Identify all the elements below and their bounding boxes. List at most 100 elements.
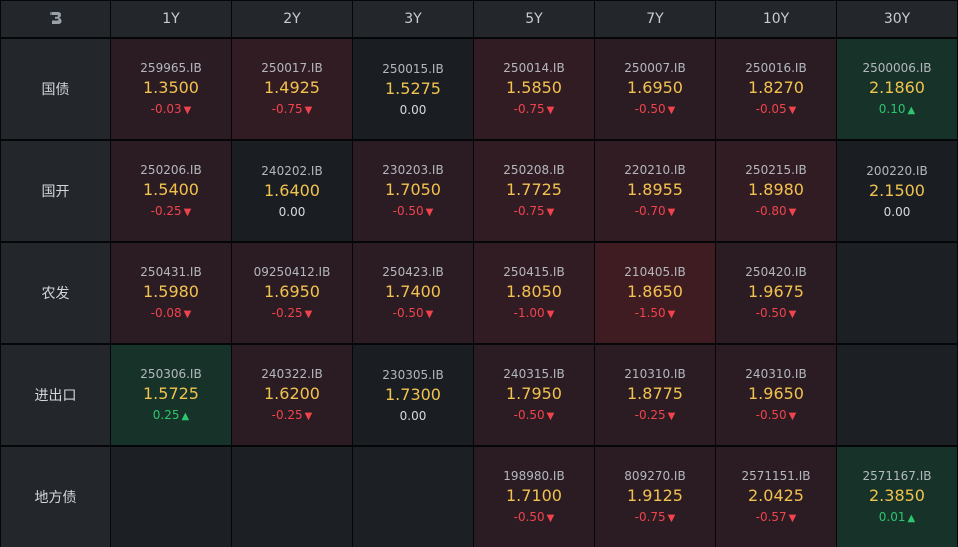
row-label[interactable]: 农发 [1, 243, 110, 343]
bond-code: 809270.IB [624, 469, 686, 483]
column-header-1y[interactable]: 1Y [111, 1, 231, 37]
column-header-10y[interactable]: 10Y [716, 1, 836, 37]
down-arrow-icon: ▼ [788, 207, 797, 218]
bond-cell[interactable]: 250017.IB 1.4925 -0.75 ▼ [232, 39, 352, 139]
rate-change: -0.05 ▼ [756, 100, 797, 120]
down-arrow-icon: ▼ [546, 105, 555, 116]
row-label[interactable]: 进出口 [1, 345, 110, 445]
rate-change: 0.01 ▲ [879, 508, 915, 528]
rate-change: -1.50 ▼ [635, 304, 676, 324]
row-label[interactable]: 地方债 [1, 447, 110, 547]
rate-change-value: -0.50 [755, 408, 787, 422]
corner-logo [1, 1, 110, 37]
bond-cell[interactable]: 259965.IB 1.3500 -0.03 ▼ [111, 39, 231, 139]
down-arrow-icon: ▼ [183, 105, 192, 116]
bond-cell[interactable]: 198980.IB 1.7100 -0.50 ▼ [474, 447, 594, 547]
bond-code: 200220.IB [866, 164, 928, 178]
down-arrow-icon: ▼ [788, 411, 797, 422]
down-arrow-icon: ▼ [304, 309, 313, 320]
rate-change-value: -0.75 [513, 102, 545, 116]
bond-cell[interactable]: 250415.IB 1.8050 -1.00 ▼ [474, 243, 594, 343]
rate-change: 0.00 [400, 101, 427, 119]
bond-cell[interactable]: 240202.IB 1.6400 0.00 [232, 141, 352, 241]
up-arrow-icon: ▲ [907, 513, 916, 524]
bond-code: 240315.IB [503, 367, 565, 381]
bond-rate: 1.9675 [748, 282, 804, 301]
rate-change: -0.75 ▼ [272, 100, 313, 120]
rate-change: -0.50 ▼ [756, 304, 797, 324]
down-arrow-icon: ▼ [546, 207, 555, 218]
bond-cell[interactable]: 2571167.IB 2.3850 0.01 ▲ [837, 447, 957, 547]
column-header-5y[interactable]: 5Y [474, 1, 594, 37]
row-label[interactable]: 国开 [1, 141, 110, 241]
bond-code: 250007.IB [624, 61, 686, 75]
rate-change-value: 0.10 [878, 102, 906, 116]
bond-code: 2571151.IB [741, 469, 811, 483]
column-header-2y[interactable]: 2Y [232, 1, 352, 37]
bond-cell[interactable]: 210310.IB 1.8775 -0.25 ▼ [595, 345, 715, 445]
bond-cell[interactable]: 220210.IB 1.8955 -0.70 ▼ [595, 141, 715, 241]
bond-code: 230305.IB [382, 368, 444, 382]
bond-cell[interactable]: 250014.IB 1.5850 -0.75 ▼ [474, 39, 594, 139]
rate-change: -0.50 ▼ [635, 100, 676, 120]
bond-code: 250015.IB [382, 62, 444, 76]
bond-cell[interactable]: 250306.IB 1.5725 0.25 ▲ [111, 345, 231, 445]
rate-change: -0.57 ▼ [756, 508, 797, 528]
bond-cell[interactable]: 250420.IB 1.9675 -0.50 ▼ [716, 243, 836, 343]
column-header-30y[interactable]: 30Y [837, 1, 957, 37]
bond-cell[interactable]: 240310.IB 1.9650 -0.50 ▼ [716, 345, 836, 445]
bond-cell[interactable]: 200220.IB 2.1500 0.00 [837, 141, 957, 241]
column-header-7y[interactable]: 7Y [595, 1, 715, 37]
bond-cell[interactable]: 250015.IB 1.5275 0.00 [353, 39, 473, 139]
bond-cell[interactable]: 230203.IB 1.7050 -0.50 ▼ [353, 141, 473, 241]
empty-cell [111, 447, 231, 547]
empty-cell [837, 345, 957, 445]
rate-change: -1.00 ▼ [514, 304, 555, 324]
down-arrow-icon: ▼ [788, 105, 797, 116]
bond-cell[interactable]: 240315.IB 1.7950 -0.50 ▼ [474, 345, 594, 445]
bond-code: 250208.IB [503, 163, 565, 177]
bond-code: 250423.IB [382, 265, 444, 279]
bond-code: 250415.IB [503, 265, 565, 279]
column-header-3y[interactable]: 3Y [353, 1, 473, 37]
bond-cell[interactable]: 250016.IB 1.8270 -0.05 ▼ [716, 39, 836, 139]
down-arrow-icon: ▼ [546, 309, 555, 320]
bond-cell[interactable]: 250431.IB 1.5980 -0.08 ▼ [111, 243, 231, 343]
bond-cell[interactable]: 210405.IB 1.8650 -1.50 ▼ [595, 243, 715, 343]
rate-change-value: 0.00 [278, 205, 306, 219]
rate-change-value: -0.25 [634, 408, 666, 422]
bond-rate: 1.7725 [506, 180, 562, 199]
bond-rate: 1.5980 [143, 282, 199, 301]
rate-change-value: -0.75 [513, 204, 545, 218]
rate-change-value: 0.00 [399, 409, 427, 423]
bond-rate: 1.3500 [143, 78, 199, 97]
bond-cell[interactable]: 809270.IB 1.9125 -0.75 ▼ [595, 447, 715, 547]
rate-change-value: -0.57 [755, 510, 787, 524]
bond-cell[interactable]: 09250412.IB 1.6950 -0.25 ▼ [232, 243, 352, 343]
row-label[interactable]: 国债 [1, 39, 110, 139]
bond-cell[interactable]: 250208.IB 1.7725 -0.75 ▼ [474, 141, 594, 241]
rate-change: -0.75 ▼ [635, 508, 676, 528]
bond-cell[interactable]: 240322.IB 1.6200 -0.25 ▼ [232, 345, 352, 445]
bond-code: 240322.IB [261, 367, 323, 381]
down-arrow-icon: ▼ [183, 309, 192, 320]
rate-change-value: -1.50 [634, 306, 666, 320]
bond-cell[interactable]: 250007.IB 1.6950 -0.50 ▼ [595, 39, 715, 139]
bond-cell[interactable]: 250215.IB 1.8980 -0.80 ▼ [716, 141, 836, 241]
bond-cell[interactable]: 250423.IB 1.7400 -0.50 ▼ [353, 243, 473, 343]
down-arrow-icon: ▼ [425, 207, 434, 218]
rate-change: -0.50 ▼ [756, 406, 797, 426]
bond-cell[interactable]: 230305.IB 1.7300 0.00 [353, 345, 473, 445]
bond-rate: 1.7950 [506, 384, 562, 403]
bond-code: 210310.IB [624, 367, 686, 381]
bond-cell[interactable]: 250206.IB 1.5400 -0.25 ▼ [111, 141, 231, 241]
bond-rate: 2.0425 [748, 486, 804, 505]
bond-code: 250014.IB [503, 61, 565, 75]
bond-cell[interactable]: 2500006.IB 2.1860 0.10 ▲ [837, 39, 957, 139]
down-arrow-icon: ▼ [304, 411, 313, 422]
rate-change-value: 0.01 [878, 510, 906, 524]
rate-change: -0.08 ▼ [151, 304, 192, 324]
bond-rate: 1.7400 [385, 282, 441, 301]
bond-cell[interactable]: 2571151.IB 2.0425 -0.57 ▼ [716, 447, 836, 547]
rate-change-value: -0.50 [634, 102, 666, 116]
